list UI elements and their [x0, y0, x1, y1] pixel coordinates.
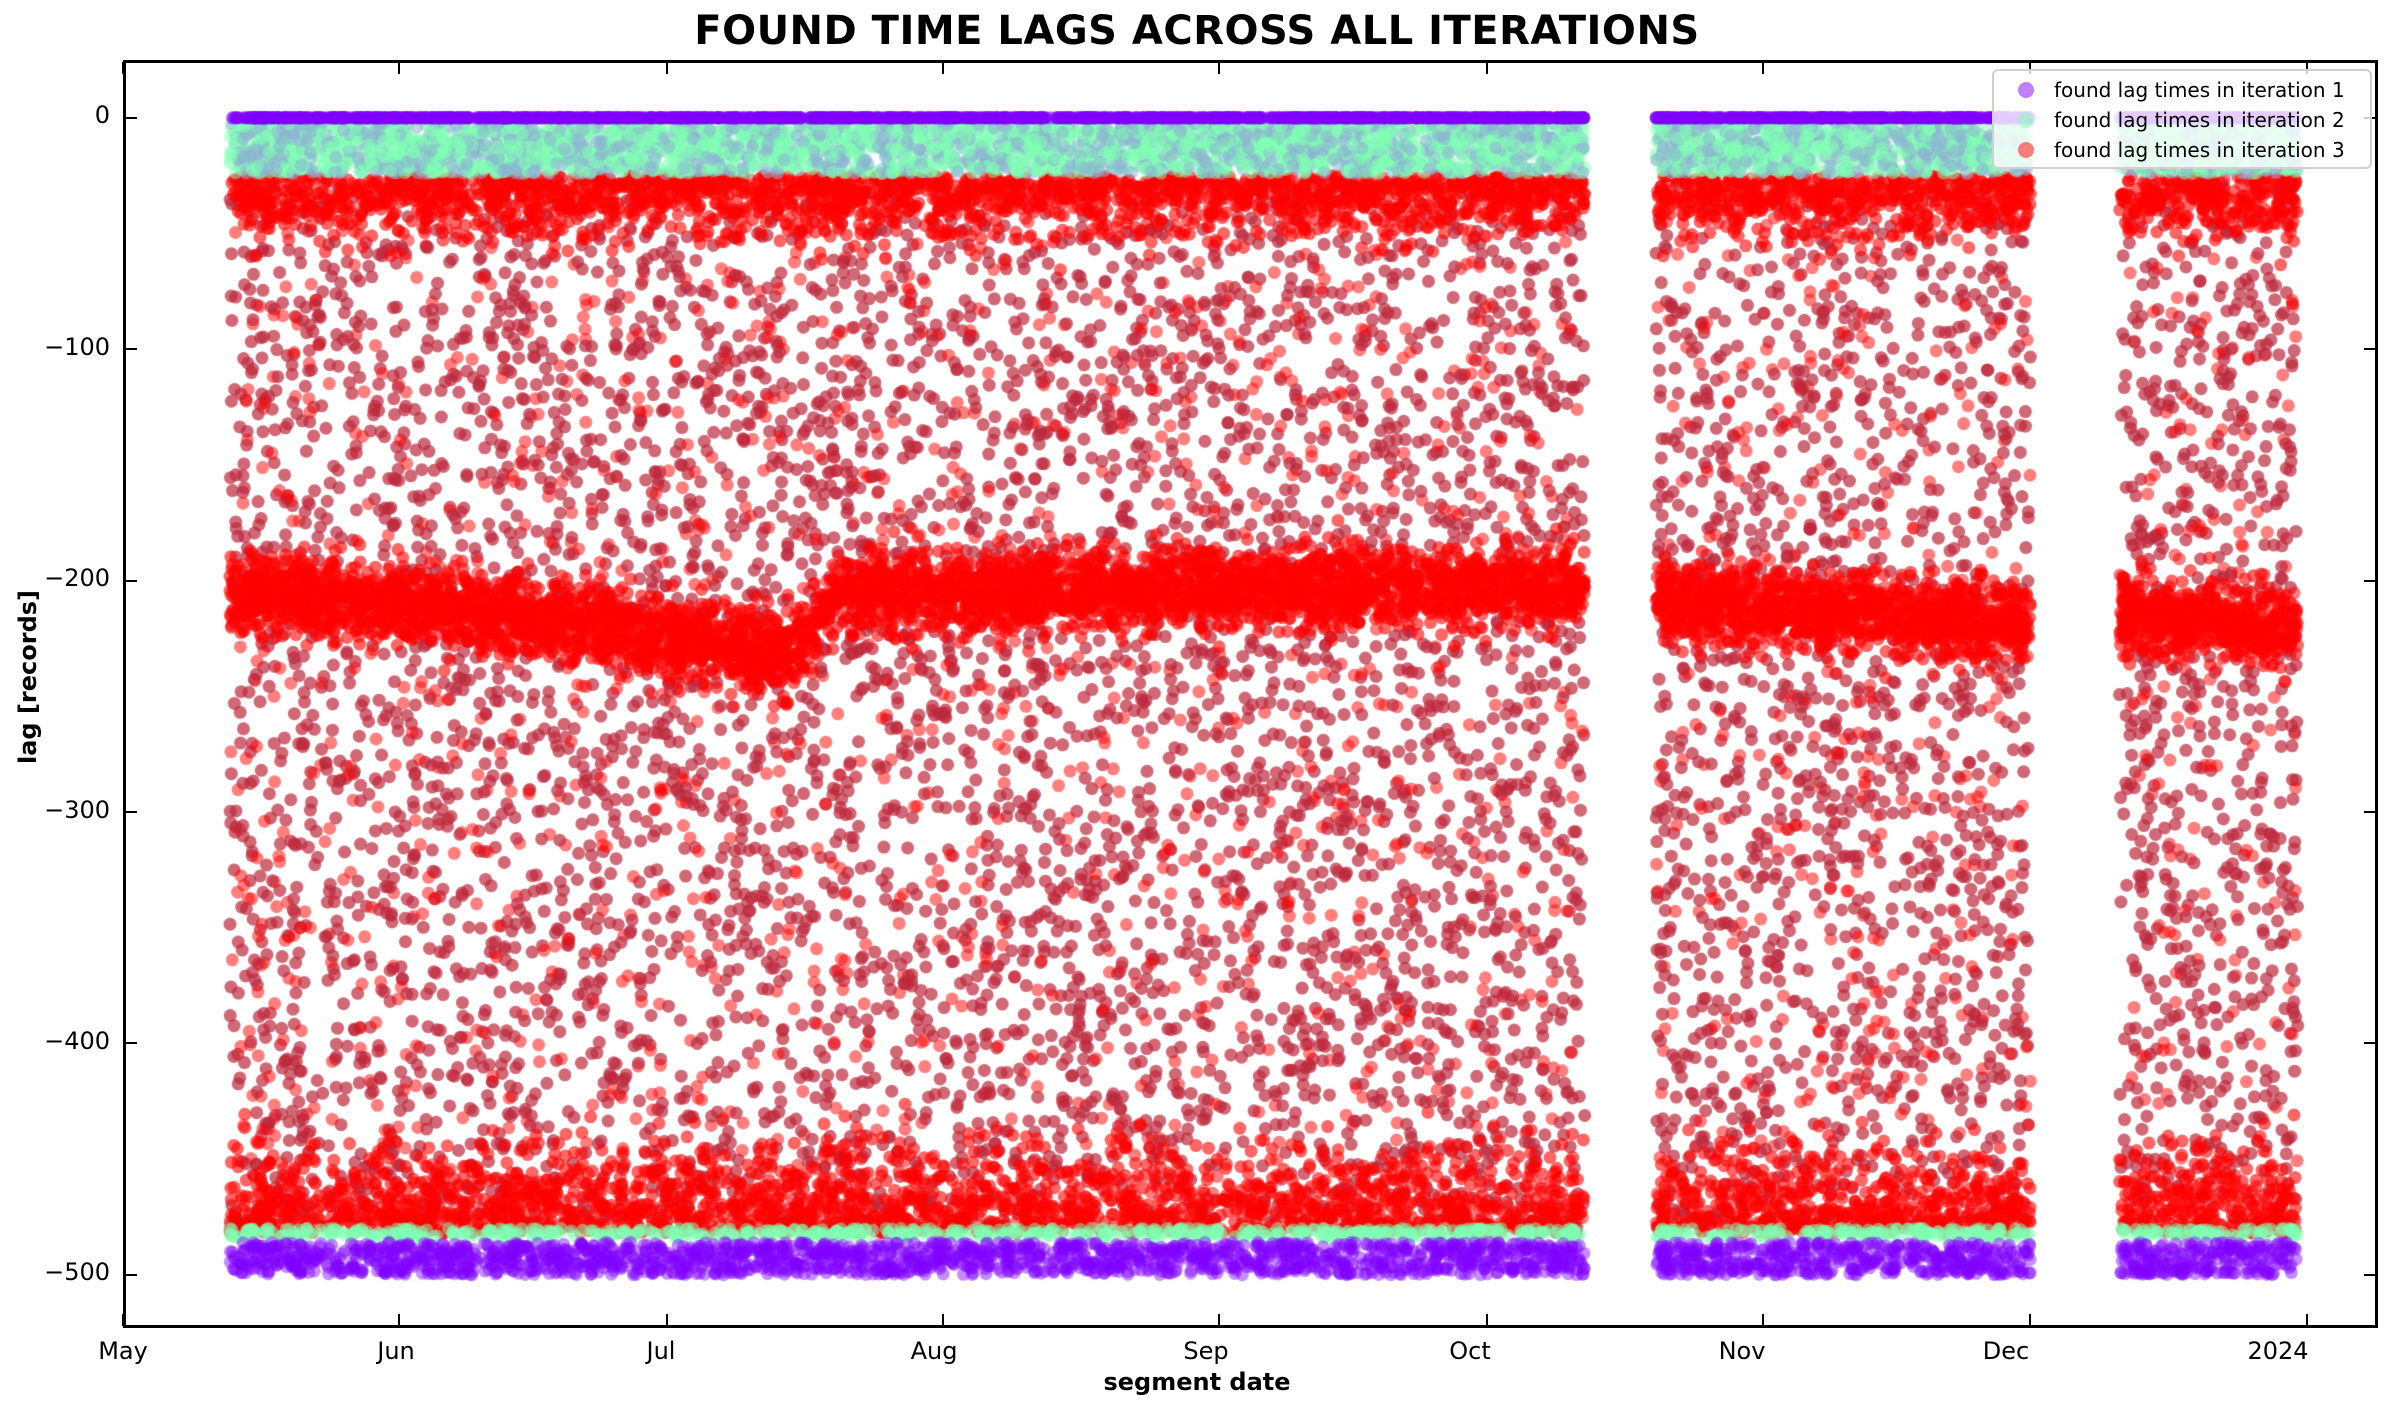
x-tick-label: Oct [1449, 1337, 1491, 1365]
tick-mark [122, 1314, 124, 1326]
legend-item-iteration-1: found lag times in iteration 1 [2004, 75, 2360, 105]
x-tick-label: Aug [910, 1337, 958, 1365]
tick-mark [125, 348, 137, 351]
tick-mark [2364, 1273, 2376, 1276]
x-tick-label: 2024 [2247, 1337, 2309, 1365]
tick-mark [942, 1314, 944, 1326]
x-tick-label: Dec [1982, 1337, 2030, 1365]
tick-mark [2305, 1314, 2308, 1326]
tick-mark [125, 1042, 137, 1045]
tick-mark [398, 1314, 401, 1326]
tick-mark [125, 1273, 137, 1276]
circle-marker-icon [2018, 82, 2034, 98]
y-tick-label: −100 [44, 333, 110, 361]
tick-mark [398, 62, 401, 74]
tick-mark [2029, 1314, 2032, 1326]
y-tick-label: −400 [44, 1027, 110, 1055]
tick-mark [2364, 1042, 2376, 1045]
tick-mark [1762, 1314, 1764, 1326]
x-tick-label: Sep [1183, 1337, 1229, 1365]
legend-label: found lag times in iteration 3 [2054, 138, 2345, 162]
tick-mark [125, 579, 137, 582]
x-tick-label: May [98, 1337, 148, 1365]
tick-mark [942, 62, 944, 74]
y-tick-label: −500 [44, 1258, 110, 1286]
scatter-plot-area [123, 60, 2378, 1328]
plot-frame [123, 60, 2378, 1328]
legend-item-iteration-2: found lag times in iteration 2 [2004, 105, 2360, 135]
tick-mark [2305, 62, 2308, 74]
tick-mark [125, 116, 137, 119]
tick-mark [2364, 348, 2376, 351]
tick-mark [1762, 62, 1764, 74]
tick-mark [1485, 62, 1488, 74]
y-tick-label: 0 [94, 101, 110, 129]
legend-label: found lag times in iteration 1 [2054, 78, 2345, 102]
x-tick-label: Jul [646, 1337, 676, 1365]
legend-item-iteration-3: found lag times in iteration 3 [2004, 135, 2360, 165]
y-tick-label: −300 [44, 796, 110, 824]
y-tick-label: −200 [44, 564, 110, 592]
tick-mark [125, 811, 137, 813]
tick-mark [2029, 62, 2032, 74]
x-tick-label: Nov [1718, 1337, 1766, 1365]
tick-mark [122, 62, 124, 74]
x-tick-label: Jun [377, 1337, 415, 1365]
legend-label: found lag times in iteration 2 [2054, 108, 2345, 132]
y-axis-label: lag [records] [14, 589, 42, 764]
tick-mark [2364, 579, 2376, 582]
tick-mark [1218, 62, 1221, 74]
tick-mark [1485, 1314, 1488, 1326]
circle-marker-icon [2018, 142, 2034, 158]
tick-mark [665, 1314, 668, 1326]
tick-mark [2364, 811, 2376, 813]
tick-mark [665, 62, 668, 74]
chart-title: FOUND TIME LAGS ACROSS ALL ITERATIONS [694, 8, 1700, 54]
x-axis-label: segment date [1103, 1368, 1291, 1396]
legend: found lag times in iteration 1 found lag… [1992, 69, 2372, 169]
tick-mark [1218, 1314, 1221, 1326]
circle-marker-icon [2018, 112, 2034, 128]
